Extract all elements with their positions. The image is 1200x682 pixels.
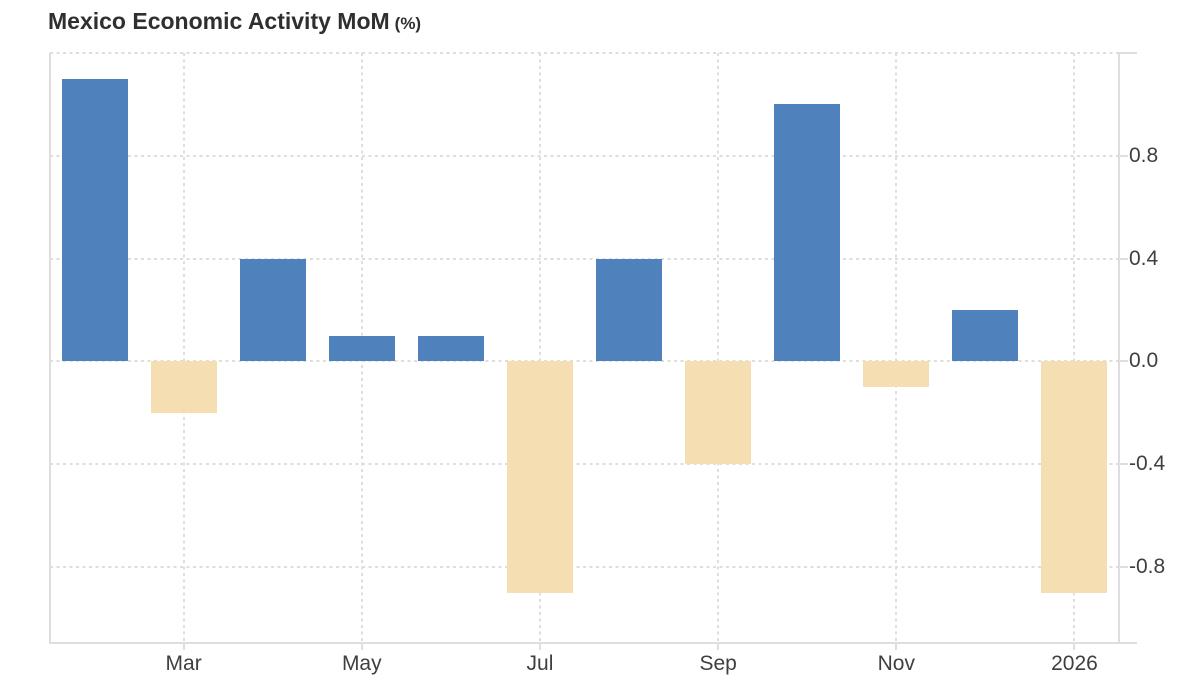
- y-tick-mark: [1119, 257, 1128, 260]
- y-tick-label: 0.4: [1129, 246, 1159, 270]
- x-axis-line: [50, 642, 1137, 644]
- bar-jun-2025: [417, 335, 484, 362]
- x-tick-mark: [182, 644, 185, 650]
- x-tick-label: May: [341, 652, 382, 675]
- bar-apr-2025: [239, 258, 306, 362]
- bar-dec-2025: [952, 309, 1019, 362]
- y-tick-mark: [1119, 154, 1128, 157]
- chart-title: Mexico Economic Activity MoM (%): [48, 8, 421, 35]
- bar-jan-2026: [1041, 361, 1108, 593]
- h-gridline: [50, 463, 1119, 466]
- v-gridline: [538, 53, 541, 644]
- x-tick-label: Jul: [526, 652, 554, 675]
- bar-jul-2025: [506, 361, 573, 593]
- y-tick-mark: [1119, 463, 1128, 466]
- v-gridline: [1073, 53, 1076, 644]
- bar-mar-2025: [150, 361, 217, 413]
- bar-may-2025: [328, 335, 395, 362]
- chart-title-text: Mexico Economic Activity MoM: [48, 8, 390, 34]
- x-tick-mark: [360, 644, 363, 650]
- y-tick-mark: [1119, 360, 1128, 363]
- x-tick-label: Mar: [165, 652, 202, 675]
- top-right-corner-tick: [1119, 52, 1137, 54]
- v-gridline: [182, 53, 185, 644]
- x-tick-mark: [895, 644, 898, 650]
- x-tick-mark: [717, 644, 720, 650]
- y-tick-label: 0.0: [1129, 349, 1159, 373]
- v-gridline: [895, 53, 898, 644]
- bar-sep-2025: [685, 361, 752, 465]
- y-axis-line-right: [1118, 53, 1120, 644]
- h-gridline: [50, 565, 1119, 568]
- bar-oct-2025: [774, 104, 841, 362]
- chart-title-unit: (%): [394, 14, 422, 33]
- y-axis-line-left: [49, 53, 51, 644]
- h-gridline: [50, 154, 1119, 157]
- h-gridline: [50, 257, 1119, 260]
- x-tick-label: Nov: [877, 652, 915, 675]
- bar-aug-2025: [596, 258, 663, 362]
- y-tick-label: -0.4: [1129, 452, 1166, 476]
- x-tick-mark: [1073, 644, 1076, 650]
- v-gridline: [717, 53, 720, 644]
- x-tick-mark: [538, 644, 541, 650]
- h-gridline: [50, 360, 1119, 363]
- y-tick-mark: [1119, 565, 1128, 568]
- y-tick-label: -0.8: [1129, 554, 1166, 578]
- x-tick-label: 2026: [1051, 652, 1098, 675]
- x-tick-label: Sep: [699, 652, 737, 675]
- y-tick-label: 0.8: [1129, 143, 1159, 167]
- h-gridline: [50, 52, 1119, 54]
- bar-nov-2025: [863, 361, 930, 388]
- bar-feb-2025: [61, 78, 128, 362]
